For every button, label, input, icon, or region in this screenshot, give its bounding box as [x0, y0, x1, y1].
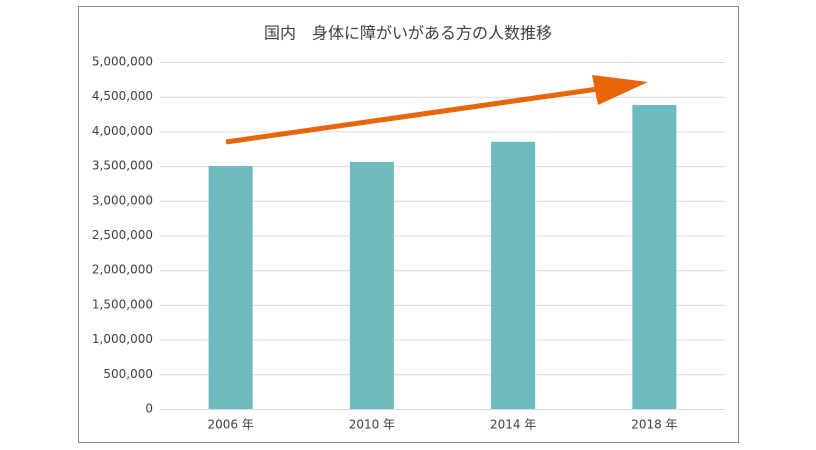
- bar: [208, 166, 253, 409]
- y-tick-label: 1,500,000: [92, 297, 153, 311]
- y-tick-label: 3,500,000: [92, 159, 153, 173]
- bar: [349, 161, 394, 409]
- trend-arrow: [225, 75, 648, 145]
- y-tick-label: 500,000: [103, 367, 153, 381]
- chart-title: 国内 身体に障がいがある方の人数推移: [264, 24, 552, 43]
- bar: [632, 105, 677, 409]
- x-tick-label: 2006 年: [207, 418, 253, 432]
- y-tick-label: 2,000,000: [92, 263, 153, 277]
- x-tick-label: 2010 年: [349, 418, 395, 432]
- x-tick-label: 2014 年: [490, 418, 536, 432]
- y-tick-label: 3,000,000: [92, 193, 153, 207]
- chart-frame: [78, 6, 739, 443]
- bar: [491, 141, 536, 409]
- y-tick-label: 4,000,000: [92, 124, 153, 138]
- arrow-head: [592, 75, 648, 105]
- plot-area: 0 500,000 1,000,000 1,500,000 2,000,000 2,500…: [92, 55, 725, 432]
- x-tick-label: 2018 年: [631, 418, 677, 432]
- y-tick-label: 2,500,000: [92, 228, 153, 242]
- y-tick-label: 1,000,000: [92, 332, 153, 346]
- arrow-shaft: [225, 85, 606, 145]
- y-tick-label: 5,000,000: [92, 55, 153, 69]
- y-tick-label: 4,500,000: [92, 89, 153, 103]
- y-tick-label: 0: [145, 402, 153, 416]
